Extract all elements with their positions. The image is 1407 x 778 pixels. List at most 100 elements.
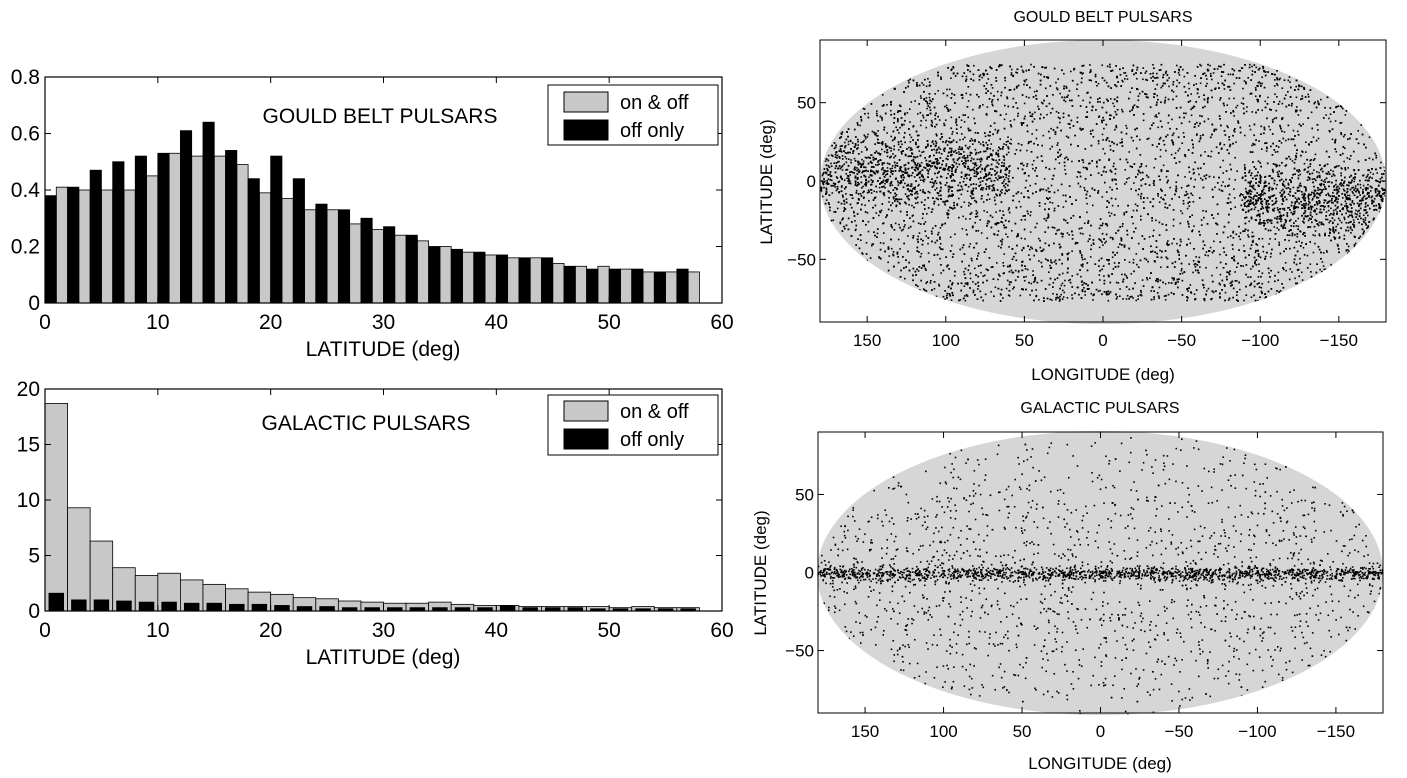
sky-point — [1353, 221, 1355, 224]
sky-point — [1319, 268, 1321, 271]
sky-point — [1109, 66, 1111, 68]
sky-point — [1268, 272, 1270, 274]
sky-point — [1322, 252, 1325, 254]
sky-point — [881, 94, 884, 96]
sky-point — [1222, 172, 1225, 174]
sky-point — [974, 139, 976, 141]
sky-point — [997, 163, 1000, 165]
sky-point — [970, 211, 973, 214]
sky-point — [1181, 272, 1184, 275]
sky-point — [1112, 268, 1115, 270]
sky-point — [862, 191, 864, 194]
sky-point — [1047, 76, 1050, 79]
sky-point — [1033, 90, 1036, 93]
sky-point — [1060, 284, 1063, 287]
sky-point — [850, 159, 852, 161]
sky-point — [1113, 162, 1115, 165]
sky-point — [928, 96, 931, 99]
sky-point — [881, 143, 884, 146]
sky-point — [924, 199, 926, 201]
sky-point — [901, 143, 903, 146]
sky-point — [1350, 232, 1352, 234]
sky-point — [1067, 252, 1070, 254]
sky-point — [1274, 217, 1276, 219]
sky-point — [1194, 178, 1197, 181]
sky-point — [1053, 207, 1056, 210]
sky-point — [949, 280, 952, 282]
sky-point — [1295, 220, 1297, 222]
sky-point — [1330, 169, 1332, 172]
sky-point — [933, 148, 935, 151]
sky-point — [1175, 185, 1178, 188]
sky-point — [1379, 178, 1382, 180]
sky-point — [1381, 206, 1384, 208]
sky-point — [1090, 79, 1093, 82]
sky-point — [1020, 237, 1023, 240]
sky-point — [1003, 143, 1005, 145]
sky-point — [1227, 299, 1230, 301]
sky-point — [886, 104, 888, 106]
sky-point — [1019, 205, 1022, 208]
sky-point — [1286, 215, 1289, 218]
sky-point — [1230, 285, 1232, 287]
sky-point — [907, 184, 910, 187]
sky-point — [889, 192, 892, 194]
bar-on-off — [123, 189, 136, 304]
sky-point — [1102, 139, 1104, 141]
sky-point — [1313, 169, 1315, 171]
sky-point — [983, 73, 986, 75]
sky-point — [1239, 288, 1241, 291]
sky-point — [1117, 282, 1120, 284]
sky-point — [963, 285, 966, 287]
sky-point — [840, 166, 843, 168]
sky-point — [1182, 200, 1185, 202]
sky-point — [1176, 242, 1178, 245]
sky-point — [1125, 275, 1128, 277]
sky-point — [910, 136, 913, 139]
sky-point — [1325, 211, 1328, 213]
sky-point — [1097, 290, 1100, 293]
sky-point — [1261, 76, 1264, 79]
sky-point — [987, 220, 989, 222]
sky-point — [1006, 236, 1009, 238]
sky-point — [1262, 207, 1265, 210]
sky-point — [1211, 123, 1213, 126]
sky-point — [1307, 95, 1310, 98]
sky-point — [1049, 298, 1051, 301]
sky-point — [1123, 212, 1126, 214]
sky-point — [1281, 102, 1284, 105]
sky-point — [1245, 82, 1247, 85]
sky-point — [945, 163, 948, 165]
sky-point — [943, 105, 946, 108]
sky-point — [845, 193, 847, 195]
sky-point — [1111, 256, 1114, 259]
sky-point — [831, 192, 834, 194]
sky-point — [1164, 298, 1167, 301]
sky-point — [999, 138, 1002, 140]
sky-point — [991, 168, 994, 170]
sky-point — [1300, 271, 1303, 274]
sky-point — [1015, 71, 1017, 74]
sky-point — [1098, 246, 1101, 249]
sky-point — [1312, 251, 1315, 254]
sky-point — [1362, 199, 1364, 202]
sky-point — [1172, 224, 1175, 227]
sky-point — [1040, 188, 1043, 191]
sky-point — [1155, 219, 1157, 222]
sky-point — [936, 187, 938, 190]
sky-point — [1232, 109, 1234, 112]
sky-point — [1284, 139, 1287, 142]
sky-point — [1342, 185, 1345, 187]
sky-point — [1288, 206, 1290, 209]
sky-point — [1305, 215, 1308, 218]
sky-point — [1117, 229, 1119, 232]
sky-point — [1051, 202, 1054, 204]
sky-point — [1042, 188, 1045, 191]
sky-point — [911, 215, 914, 217]
sky-point — [991, 104, 994, 107]
sky-point — [1356, 196, 1358, 199]
bar-on-off — [236, 164, 249, 304]
bar-off-only — [499, 605, 516, 612]
sky-point — [918, 183, 920, 186]
sky-point — [857, 163, 860, 166]
